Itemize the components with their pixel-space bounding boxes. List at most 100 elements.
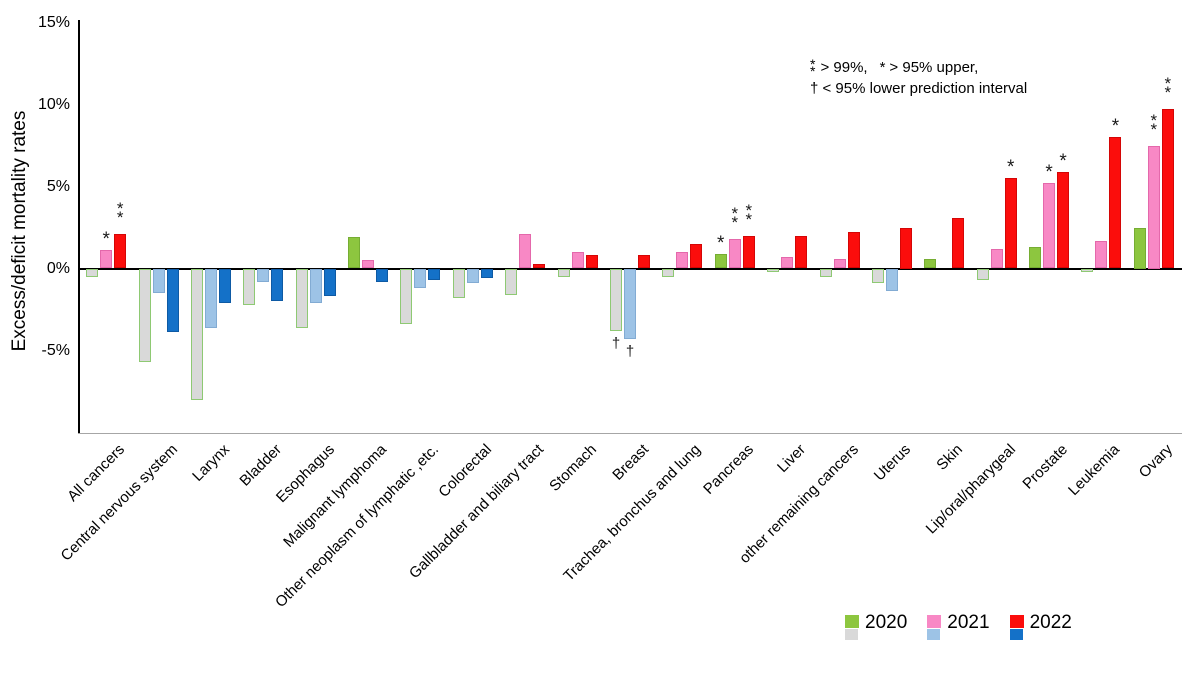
marker-double-star-2022-12: * * [745,200,753,229]
bar-2021-19 [1095,240,1108,269]
bar-2022-7 [480,268,493,279]
marker-star-2021-18: * [1045,162,1053,184]
bar-2021-17 [990,248,1003,269]
legend-item-2021: 2021 [927,612,990,640]
bar-2020-4 [295,268,308,328]
bar-2020-1 [138,268,151,362]
bar-2022-16 [952,217,965,269]
marker-star-2020-12: * [717,232,725,254]
marker-star-2022-17: * [1006,157,1015,179]
annotation-95-text: > 95% upper, [889,59,979,76]
legend-swatch-negative-2020 [845,629,858,640]
bar-2021-4 [309,268,322,303]
y-axis-title: Excess/deficit mortality rates [9,110,30,352]
x-axis-label-3: Bladder [236,441,286,490]
bar-2022-20 [1161,109,1174,269]
legend-item-2022: 2022 [1009,612,1072,640]
bar-2022-1 [166,268,179,333]
bar-2022-8 [533,263,546,269]
legend-label-2021: 2021 [947,612,990,633]
bar-2020-8 [505,268,518,295]
legend-item-2020: 2020 [845,612,907,640]
x-axis-label-20: Ovary [1135,441,1176,482]
bar-2022-4 [323,268,336,297]
x-axis-label-13: Liver [774,441,810,477]
bar-2020-3 [243,268,256,305]
marker-star-2021-0: * [102,229,110,251]
bar-2020-19 [1081,268,1094,272]
bar-2021-11 [676,252,689,269]
annotation-line-1: * * > 99%, * > 95% upper, [810,57,1027,78]
y-axis-tick-0%: 0% [46,259,70,277]
bar-2021-10 [624,268,636,340]
annotation: * * > 99%, * > 95% upper, † < 95% lower p… [810,57,1027,99]
y-axis-line [78,20,80,433]
legend-label-2020: 2020 [865,612,908,633]
bar-2022-9 [585,255,598,269]
legend-swatch-negative-2021 [927,629,941,640]
bar-2020-16 [924,258,937,269]
bar-2021-14 [833,258,846,269]
bar-2021-13 [781,257,794,269]
bar-2021-20 [1147,145,1160,269]
y-axis-tick-5%: 5% [46,177,70,195]
annotation-line-2: † < 95% lower prediction interval [810,80,1028,97]
x-axis-label-17: Lip/oral/pharygeal [922,441,1019,538]
marker-dagger-2021-10: † [625,343,635,361]
annotation-99-text: > 99%, [820,59,868,76]
bar-2022-6 [428,268,441,280]
bar-2022-15 [899,227,912,269]
bar-2022-12 [742,235,755,269]
x-axis-label-2: Larynx [189,441,233,485]
bar-2020-6 [400,268,413,325]
bar-2022-13 [795,235,808,269]
bar-2020-17 [976,268,989,280]
legend-swatches-2020 [845,615,859,640]
marker-star-2022-19: * [1111,116,1120,138]
legend-swatches-2022 [1009,615,1024,640]
bar-2020-7 [452,268,465,299]
marker-double-star-2022-0: * * [116,199,124,228]
marker-star-2022-18: * [1059,150,1067,172]
bar-2020-15 [871,268,884,284]
bar-2020-20 [1133,227,1146,269]
bar-2021-5 [362,260,375,269]
bar-2020-18 [1029,247,1042,269]
bar-2022-11 [690,243,703,269]
bar-2020-11 [662,268,675,277]
legend-swatch-negative-2022 [1009,629,1023,640]
legend: 2020 2021 2022 [845,612,1072,640]
bar-2021-1 [152,268,165,294]
bar-2021-9 [571,252,584,269]
y-axis-tick-10%: 10% [37,95,70,113]
bar-2021-2 [204,268,217,328]
bar-2022-10 [638,255,650,269]
x-axis-label-16: Skin [933,441,967,474]
bar-2020-2 [190,268,203,400]
bar-2020-5 [348,237,361,269]
x-axis-label-19: Leukemia [1065,441,1124,500]
x-axis-label-9: Stomach [545,441,600,495]
marker-dagger-2020-10: † [611,334,621,352]
bar-2021-15 [885,268,898,292]
bar-2021-8 [519,234,532,269]
y-axis-tick--5%: -5% [41,341,70,359]
bar-2020-9 [557,268,570,277]
single-asterisk-symbol: * [879,59,886,76]
bar-2020-0 [86,268,99,277]
bar-2021-7 [466,268,479,284]
marker-double-star-2021-12: * * [731,203,739,232]
bar-2022-2 [218,268,231,303]
marker-double-star-2022-20: * * [1164,74,1172,103]
bar-2021-18 [1043,183,1056,269]
bar-2020-12 [714,253,727,269]
bar-2020-14 [819,268,832,277]
bar-2022-5 [376,268,389,282]
legend-swatches-2021 [927,615,942,640]
bar-2022-18 [1057,171,1070,269]
bar-2021-0 [100,250,113,269]
bar-2022-17 [1004,178,1017,269]
legend-swatch-positive-2021 [927,615,942,628]
bar-2022-19 [1109,137,1122,269]
